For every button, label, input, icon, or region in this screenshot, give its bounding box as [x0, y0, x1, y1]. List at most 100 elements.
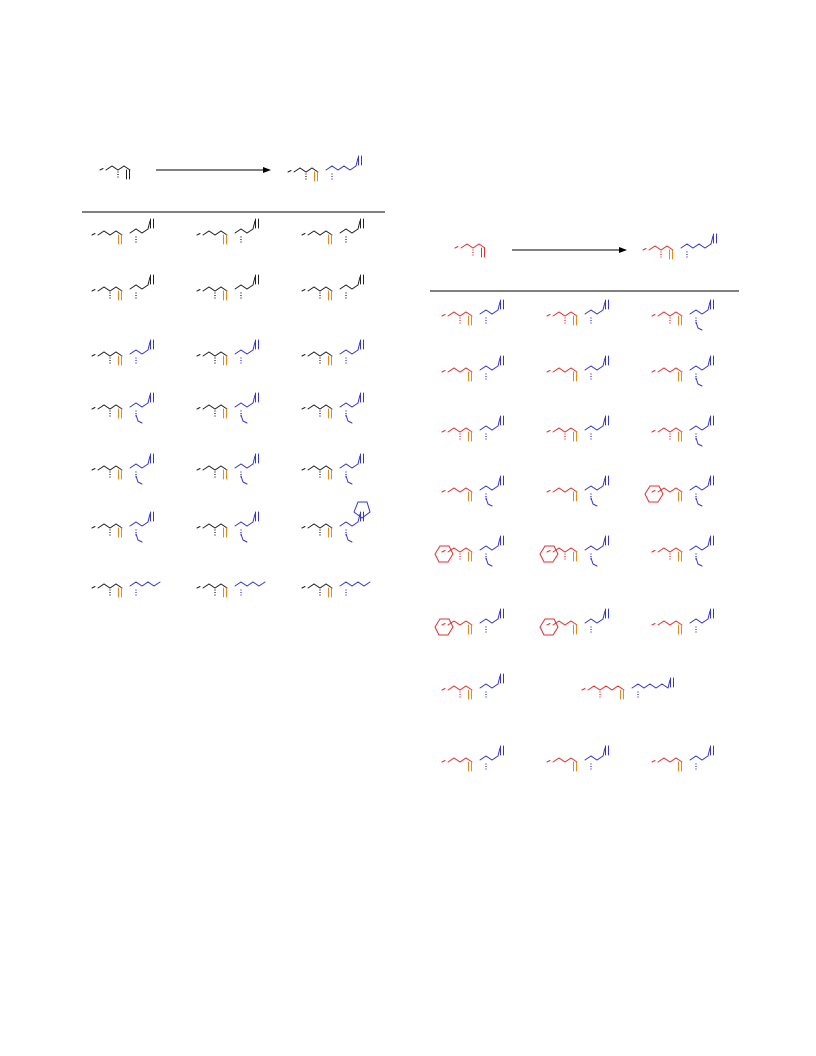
bond-chain: [479, 425, 499, 431]
bond-chain: [234, 228, 254, 234]
bond-chain: [657, 367, 683, 373]
side-chain: [135, 475, 143, 485]
branch-bond: [707, 537, 711, 547]
terminal-bond: [651, 623, 656, 626]
terminal-bond: [91, 354, 96, 357]
side-chain: [240, 533, 248, 543]
bond-chain: [234, 349, 254, 355]
bond-chain: [479, 545, 499, 551]
bond-chain: [129, 349, 149, 355]
terminal-bond: [441, 623, 446, 626]
structure: [434, 535, 504, 567]
structure: [651, 608, 714, 635]
terminal-bond: [301, 289, 306, 292]
structure: [441, 673, 504, 700]
side-chain: [695, 321, 703, 331]
structure: [454, 243, 486, 258]
bond-chain: [339, 581, 371, 587]
bond-chain: [447, 547, 473, 553]
left-scheme: [82, 155, 385, 598]
structure: [434, 608, 504, 636]
structure: [441, 299, 504, 326]
branch-bond: [357, 276, 361, 286]
terminal-bond: [441, 688, 446, 691]
structure: [91, 453, 154, 485]
terminal-bond: [441, 430, 446, 433]
bond-chain: [202, 583, 228, 589]
bond-chain: [689, 309, 709, 315]
left-reactant-structure: [99, 165, 131, 180]
terminal-bond: [441, 760, 446, 763]
terminal-bond: [441, 370, 446, 373]
structure: [301, 581, 371, 598]
bond-chain: [339, 463, 359, 469]
terminal-bond: [91, 586, 96, 589]
structure: [651, 535, 714, 567]
left-structure-table: [91, 218, 371, 598]
side-chain: [135, 414, 143, 424]
terminal-bond: [91, 526, 96, 529]
terminal-bond: [651, 370, 656, 373]
right-product-structure: [642, 233, 717, 260]
bond-chain: [307, 230, 333, 236]
branch-bond: [497, 675, 501, 685]
terminal-bond: [91, 233, 96, 236]
bond-chain: [479, 683, 499, 689]
terminal-bond: [91, 289, 96, 292]
structure: [301, 339, 364, 366]
bond-chain: [97, 351, 123, 357]
side-chain: [345, 414, 353, 424]
bond-chain: [339, 521, 359, 527]
structure: [546, 745, 609, 772]
terminal-bond: [441, 550, 446, 553]
side-chain: [590, 557, 598, 567]
bond-chain: [447, 311, 473, 317]
terminal-bond: [642, 248, 647, 251]
terminal-bond: [301, 526, 306, 529]
terminal-bond: [301, 233, 306, 236]
branch-bond: [497, 747, 501, 757]
bond-chain: [97, 286, 123, 292]
branch-bond: [497, 417, 501, 427]
bond-chain: [307, 583, 333, 589]
bond-chain: [447, 487, 473, 493]
branch-bond: [602, 357, 606, 367]
bond-chain: [680, 243, 712, 249]
branch-bond: [710, 235, 714, 245]
branch-bond: [707, 610, 711, 620]
bond-chain: [339, 228, 359, 234]
terminal-bond: [99, 168, 104, 171]
branch-bond: [497, 301, 501, 311]
structure: [546, 475, 609, 507]
bond-chain: [689, 485, 709, 491]
bond-chain: [657, 311, 683, 317]
structure: [196, 511, 259, 543]
bond-chain: [552, 547, 578, 553]
terminal-bond: [651, 490, 656, 493]
bond-chain: [202, 286, 228, 292]
bond-chain: [129, 463, 149, 469]
bond-chain: [129, 284, 149, 290]
bond-chain: [552, 620, 578, 626]
bond-chain: [552, 487, 578, 493]
bond-chain: [552, 311, 578, 317]
terminal-bond: [196, 354, 201, 357]
bond-chain: [584, 755, 604, 761]
bond-chain: [657, 547, 683, 553]
structure: [287, 155, 362, 182]
bond-chain: [129, 228, 149, 234]
branch-bond: [602, 610, 606, 620]
bond-chain: [552, 367, 578, 373]
bond-chain: [307, 351, 333, 357]
bond-chain: [97, 523, 123, 529]
bond-chain: [587, 685, 625, 691]
structure: [91, 274, 154, 301]
bond-chain: [202, 230, 228, 236]
terminal-bond: [454, 246, 459, 249]
bond-chain: [648, 245, 674, 251]
bond-chain: [202, 465, 228, 471]
bond-chain: [339, 402, 359, 408]
branch-bond: [147, 220, 151, 230]
structure: [196, 274, 259, 301]
